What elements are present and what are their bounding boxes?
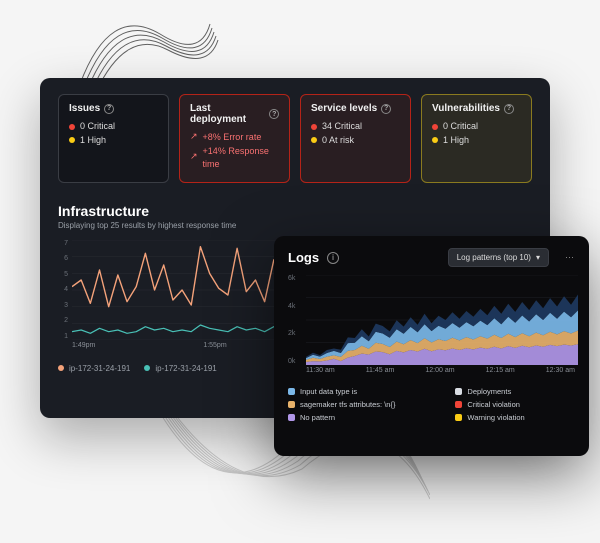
legend-dot bbox=[144, 365, 150, 371]
logs-x-axis: 11:30 am11:45 am12:00 am12:15 am12:30 am bbox=[306, 367, 575, 374]
info-icon[interactable]: i bbox=[327, 252, 339, 264]
stat-card[interactable]: Last deployment? ↗+8% Error rate↗+14% Res… bbox=[179, 94, 290, 183]
card-metric: 0 Critical bbox=[432, 120, 521, 134]
legend-swatch bbox=[455, 414, 462, 421]
card-metric: ↗+14% Response time bbox=[190, 145, 279, 172]
logs-header: Logs i Log patterns (top 10) ▾ ⋯ bbox=[288, 248, 575, 267]
card-title: Service levels? bbox=[311, 103, 400, 114]
infrastructure-subtitle: Displaying top 25 results by highest res… bbox=[58, 221, 532, 230]
card-metric: ↗+8% Error rate bbox=[190, 131, 279, 145]
arrow-up-icon: ↗ bbox=[190, 150, 198, 164]
card-metric: 1 High bbox=[432, 134, 521, 148]
help-icon[interactable]: ? bbox=[104, 104, 114, 114]
logs-panel: Logs i Log patterns (top 10) ▾ ⋯ 6k4k2k0… bbox=[274, 236, 589, 456]
status-dot bbox=[69, 124, 75, 130]
legend-dot bbox=[58, 365, 64, 371]
infra-y-axis: 7654321 bbox=[58, 240, 68, 340]
status-dot bbox=[432, 137, 438, 143]
status-dot bbox=[311, 137, 317, 143]
card-metric: 34 Critical bbox=[311, 120, 400, 134]
more-menu-icon[interactable]: ⋯ bbox=[565, 252, 575, 263]
legend-item[interactable]: Deployments bbox=[455, 387, 575, 396]
logs-title: Logs bbox=[288, 250, 319, 265]
status-dot bbox=[311, 124, 317, 130]
card-metric: 0 Critical bbox=[69, 120, 158, 134]
card-title: Vulnerabilities? bbox=[432, 103, 521, 114]
help-icon[interactable]: ? bbox=[269, 109, 279, 119]
logs-chart: 6k4k2k0k 11:30 am11:45 am12:00 am12:15 a… bbox=[288, 275, 575, 375]
status-dot bbox=[69, 137, 75, 143]
logs-legend: Input data type is Deployments sagemaker … bbox=[288, 387, 575, 422]
card-metric: 1 High bbox=[69, 134, 158, 148]
card-title: Issues? bbox=[69, 103, 158, 114]
legend-swatch bbox=[455, 388, 462, 395]
status-dot bbox=[432, 124, 438, 130]
chevron-down-icon: ▾ bbox=[536, 253, 540, 262]
legend-item[interactable]: ip-172-31-24-191 bbox=[144, 364, 216, 373]
legend-swatch bbox=[288, 388, 295, 395]
logs-area-chart bbox=[306, 275, 578, 365]
log-patterns-dropdown[interactable]: Log patterns (top 10) ▾ bbox=[448, 248, 549, 267]
card-title: Last deployment? bbox=[190, 103, 279, 125]
help-icon[interactable]: ? bbox=[504, 104, 514, 114]
legend-item[interactable]: No pattern bbox=[288, 413, 449, 422]
help-icon[interactable]: ? bbox=[381, 104, 391, 114]
stat-card[interactable]: Vulnerabilities? 0 Critical1 High bbox=[421, 94, 532, 183]
legend-item[interactable]: Critical violation bbox=[455, 400, 575, 409]
legend-item[interactable]: ip-172-31-24-191 bbox=[58, 364, 130, 373]
stat-cards-row: Issues?0 Critical1 HighLast deployment?↗… bbox=[58, 94, 532, 183]
legend-item[interactable]: Warning violation bbox=[455, 413, 575, 422]
infrastructure-title: Infrastructure bbox=[58, 203, 532, 219]
legend-item[interactable]: Input data type is bbox=[288, 387, 449, 396]
legend-swatch bbox=[455, 401, 462, 408]
legend-item[interactable]: sagemaker tfs attributes: \n{} bbox=[288, 400, 449, 409]
stat-card[interactable]: Issues? 0 Critical1 High bbox=[58, 94, 169, 183]
logs-y-axis: 6k4k2k0k bbox=[288, 275, 302, 365]
card-metric: 0 At risk bbox=[311, 134, 400, 148]
arrow-up-icon: ↗ bbox=[190, 130, 198, 144]
legend-swatch bbox=[288, 401, 295, 408]
legend-swatch bbox=[288, 414, 295, 421]
dropdown-label: Log patterns (top 10) bbox=[457, 253, 531, 262]
stat-card[interactable]: Service levels? 34 Critical0 At risk bbox=[300, 94, 411, 183]
